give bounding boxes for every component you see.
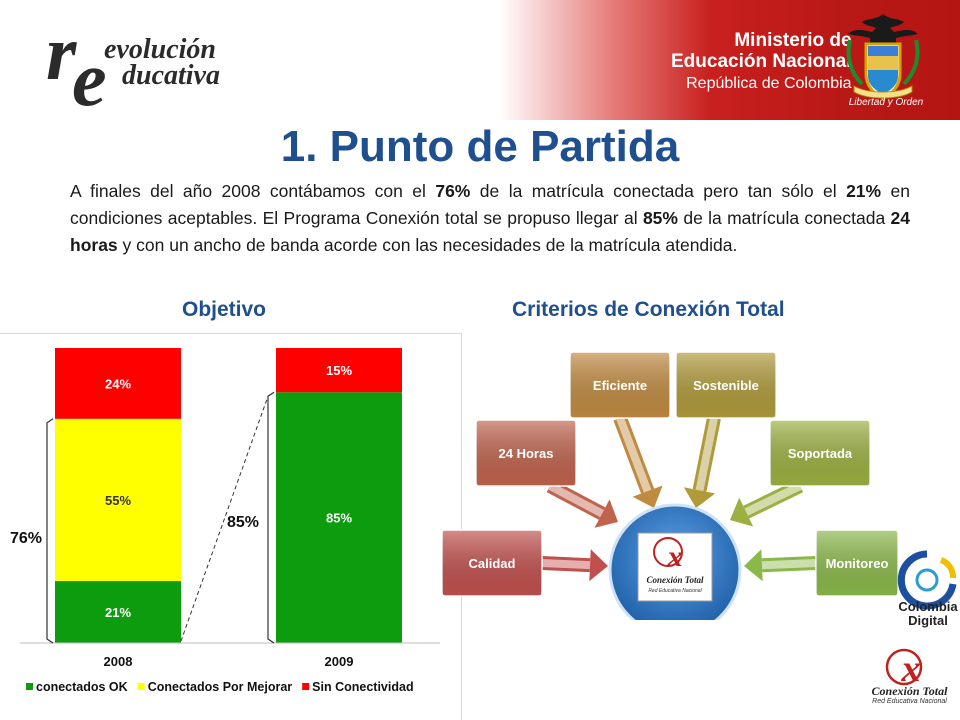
criteria-label-1: 24 Horas xyxy=(499,446,554,461)
seal-caption: Libertad y Orden xyxy=(848,97,924,108)
criterios-heading: Criterios de Conexión Total xyxy=(512,298,785,321)
ministry-line-2: Educación Nacional xyxy=(671,51,852,73)
legend-swatch-2 xyxy=(302,683,310,690)
intro-text-4: de la matrícula conectada xyxy=(677,208,891,228)
arrow-shaft-inner-2 xyxy=(616,416,652,493)
criteria-box-shine-3 xyxy=(676,352,776,418)
colombia-digital-line2: Digital xyxy=(908,613,948,628)
data-label-2008-2: 24% xyxy=(105,376,131,391)
intro-text-1: A finales del año 2008 contábamos con el xyxy=(70,181,436,201)
colombia-digital-line1: Colombia xyxy=(898,599,958,614)
conexion-total-text: Conexión Total xyxy=(871,684,948,698)
colombia-digital-text: Colombia Digital xyxy=(893,600,960,628)
legend-swatch-0 xyxy=(26,683,33,690)
arrow-head-4 xyxy=(730,497,754,527)
bracket-2008 xyxy=(46,418,54,644)
criteria-box-shine-4 xyxy=(770,420,870,486)
legend-swatch-1 xyxy=(137,683,145,690)
center-logo-x: x xyxy=(667,540,683,573)
criteria-label-0: Calidad xyxy=(469,556,516,571)
annotation-76: 76% xyxy=(10,530,42,547)
arrow-shaft-inner-1 xyxy=(548,482,604,518)
arrow-shaft-inner-4 xyxy=(744,482,802,516)
center-logo-sub: Red Educativa Nacional xyxy=(648,588,702,594)
arrow-shaft-inner-0 xyxy=(541,559,591,570)
criteria-label-5: Monitoreo xyxy=(826,556,889,571)
coat-of-arms-icon xyxy=(846,14,920,100)
intro-paragraph: A finales del año 2008 contábamos con el… xyxy=(70,178,910,259)
chart-frame xyxy=(0,333,462,720)
arrow-head-5 xyxy=(744,549,763,582)
criteria-label-4: Soportada xyxy=(788,446,853,461)
svg-text:x: x xyxy=(901,648,921,690)
logo-word-1: evolución xyxy=(104,34,216,65)
header-banner: r e evolución ducativa Ministerio de Edu… xyxy=(0,0,960,120)
conexion-total-logo: x xyxy=(885,648,923,690)
criteria-label-2: Eficiente xyxy=(593,378,647,393)
dashed-connector xyxy=(180,396,269,642)
arrow-head-2 xyxy=(632,485,663,508)
logo-letter-e: e xyxy=(72,35,107,122)
arrow-head-1 xyxy=(594,499,618,528)
ministry-line-1: Ministerio de xyxy=(734,30,852,51)
intro-bold-4: 24 horas xyxy=(70,208,910,255)
x-tick-label-2009: 2009 xyxy=(325,654,354,669)
center-logo-ring xyxy=(653,537,683,567)
bar-2008-1 xyxy=(55,418,181,582)
ministry-line-3: República de Colombia xyxy=(686,74,852,92)
criteria-box-shine-1 xyxy=(476,420,576,486)
intro-text-3: en condiciones aceptables. El Programa C… xyxy=(70,181,910,228)
arrow-shaft-inner-5 xyxy=(761,559,817,570)
legend-label-1: Conectados Por Mejorar xyxy=(148,680,293,694)
bracket-2009 xyxy=(267,391,275,644)
data-label-2008-0: 21% xyxy=(105,605,131,620)
conexion-total-subtext: Red Educativa Nacional xyxy=(872,698,947,705)
logo-letter-r: r xyxy=(46,9,77,96)
colombia-digital-logo xyxy=(897,550,957,610)
criteria-label-3: Sostenible xyxy=(693,378,759,393)
center-logo-box xyxy=(637,532,713,602)
arrow-shaft-inner-3 xyxy=(695,417,718,492)
bar-2008-0 xyxy=(55,581,181,643)
x-tick-label-2008: 2008 xyxy=(104,654,133,669)
intro-text-5: y con un ancho de banda acorde con las n… xyxy=(117,235,738,255)
legend-label-2: Sin Conectividad xyxy=(312,680,413,694)
ministry-name: Ministerio de Educación Nacional Repúbli… xyxy=(671,30,852,92)
bar-2008-2 xyxy=(55,348,181,419)
intro-bold-3: 85% xyxy=(642,208,678,228)
bar-2009-2 xyxy=(276,348,402,393)
intro-text-2: de la matrícula conectada pero tan sólo … xyxy=(470,181,847,201)
intro-bold-1: 76% xyxy=(435,181,471,201)
legend-label-0: conectados OK xyxy=(36,680,128,694)
criteria-box-shine-2 xyxy=(570,352,670,418)
data-label-2009-2: 15% xyxy=(326,363,352,378)
arrow-head-3 xyxy=(683,487,716,508)
criteria-box-shine-5 xyxy=(816,530,898,596)
objetivo-heading: Objetivo xyxy=(182,298,267,321)
intro-bold-2: 21% xyxy=(846,181,882,201)
stacked-bar-chart: 21% 55% 24% 2008 85% 15% 2009 76% 85% conectados … xyxy=(10,348,440,694)
logo-word-2: ducativa xyxy=(122,60,220,91)
criteria-box-shine-0 xyxy=(442,530,542,596)
revolucion-educativa-logo: r e evolución ducativa xyxy=(46,14,246,118)
arrow-head-0 xyxy=(589,549,608,582)
criteria-arrows xyxy=(541,415,817,582)
page-title: 1. Punto de Partida xyxy=(280,122,680,171)
annotation-85: 85% xyxy=(227,514,259,531)
data-label-2009-0: 85% xyxy=(326,511,352,526)
criteria-diagram: x Conexión Total Red Educativa Nacional … xyxy=(441,351,899,620)
data-label-2008-1: 55% xyxy=(105,493,131,508)
criteria-boxes: Calidad 24 Horas Eficiente Sostenible Soport… xyxy=(441,351,899,597)
center-logo-text: Conexión Total xyxy=(647,575,704,585)
bar-2009-0 xyxy=(276,392,402,643)
